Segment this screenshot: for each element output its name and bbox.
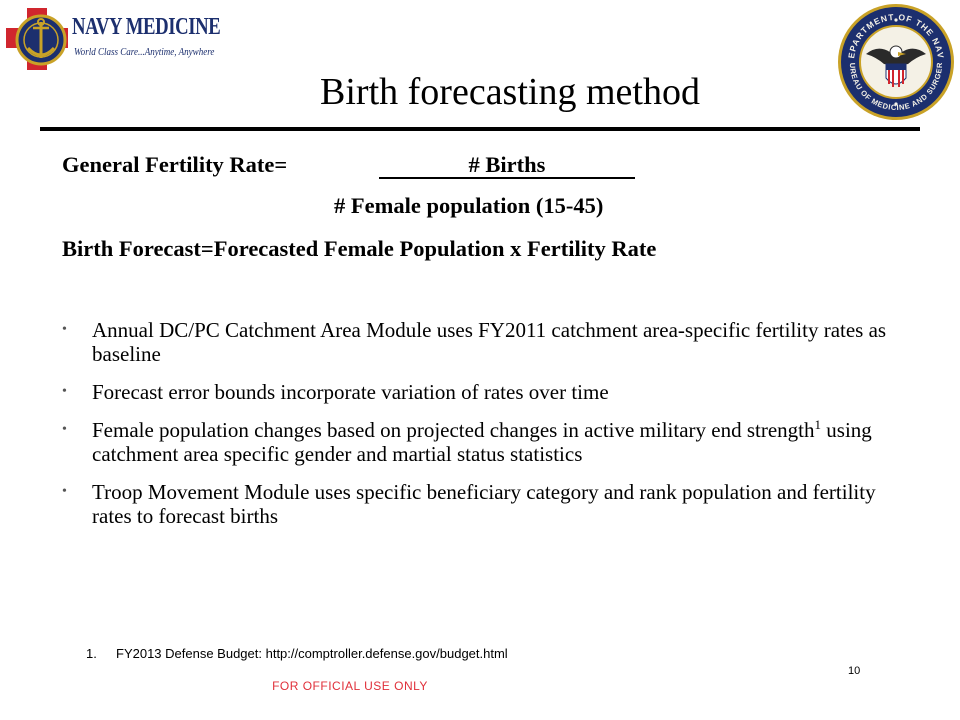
bullet-text: Forecast error bounds incorporate variat… — [92, 380, 609, 404]
gfr-numerator: # Births — [379, 152, 635, 179]
bullet-text: Female population changes based on proje… — [92, 418, 815, 442]
footnote-text: FY2013 Defense Budget: http://comptrolle… — [116, 646, 508, 661]
bureau-seal: DEPARTMENT OF THE NAVY BUREAU OF MEDICIN… — [832, 0, 956, 122]
bullet-item: Troop Movement Module uses specific bene… — [62, 480, 902, 528]
logo-main-text: NAVY MEDICINE — [72, 14, 221, 40]
bullet-text: Annual DC/PC Catchment Area Module uses … — [92, 318, 887, 366]
footnote-number: 1. — [86, 646, 97, 661]
gfr-label: General Fertility Rate= — [62, 152, 288, 177]
footnote-ref: 1 — [814, 417, 822, 432]
bullet-text: using catchment area specific gender and… — [92, 418, 872, 466]
logo-tagline: World Class Care...Anytime, Anywhere — [74, 46, 215, 58]
slide-title: Birth forecasting method — [320, 71, 700, 113]
navy-medicine-emblem-icon — [6, 8, 68, 70]
bullet-list: Annual DC/PC Catchment Area Module uses … — [62, 318, 902, 542]
classification-banner: FOR OFFICIAL USE ONLY — [272, 679, 428, 693]
birth-forecast-formula: Birth Forecast=Forecasted Female Populat… — [62, 236, 657, 261]
bullet-item: Female population changes based on proje… — [62, 418, 902, 466]
seal-emblem-icon: DEPARTMENT OF THE NAVY BUREAU OF MEDICIN… — [832, 0, 954, 120]
navy-medicine-logo: NAVY MEDICINE World Class Care...Anytime… — [6, 4, 221, 76]
footnote: 1. FY2013 Defense Budget: http://comptrol… — [86, 646, 508, 661]
page-number: 10 — [848, 665, 861, 677]
bullet-text: Troop Movement Module uses specific bene… — [92, 480, 876, 528]
bullet-item: Forecast error bounds incorporate variat… — [62, 380, 902, 404]
bullet-item: Annual DC/PC Catchment Area Module uses … — [62, 318, 902, 366]
gfr-denominator: # Female population (15-45) — [334, 193, 604, 218]
title-divider — [40, 127, 920, 131]
